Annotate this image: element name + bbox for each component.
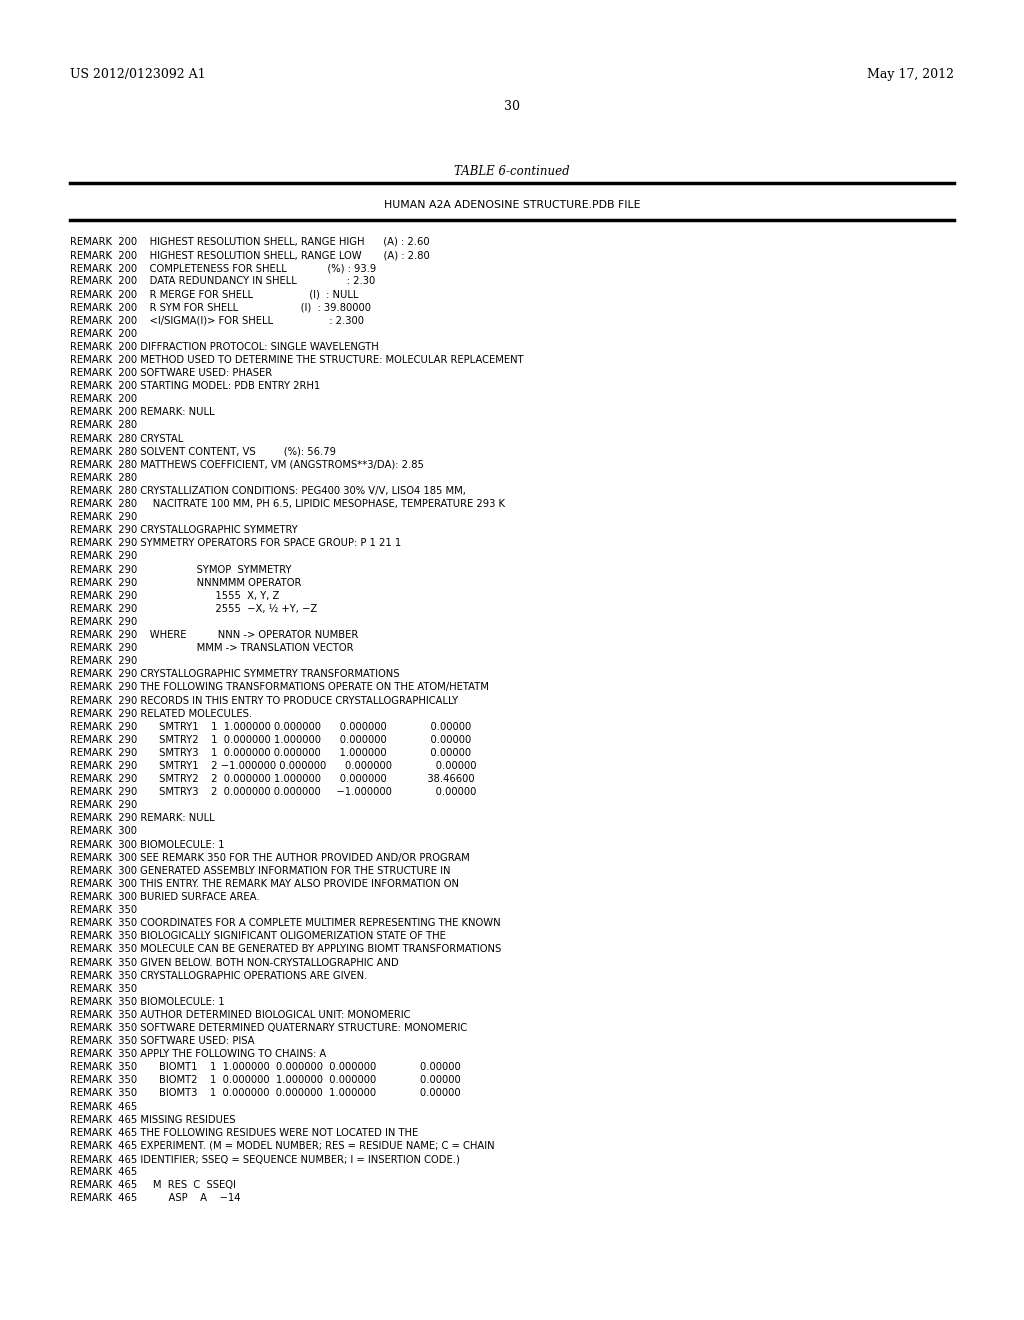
Text: REMARK  350 BIOLOGICALLY SIGNIFICANT OLIGOMERIZATION STATE OF THE: REMARK 350 BIOLOGICALLY SIGNIFICANT OLIG… (70, 932, 445, 941)
Text: REMARK  290                   NNNMMM OPERATOR: REMARK 290 NNNMMM OPERATOR (70, 578, 301, 587)
Text: TABLE 6-continued: TABLE 6-continued (455, 165, 569, 178)
Text: REMARK  280 CRYSTAL: REMARK 280 CRYSTAL (70, 433, 183, 444)
Text: REMARK  350 APPLY THE FOLLOWING TO CHAINS: A: REMARK 350 APPLY THE FOLLOWING TO CHAINS… (70, 1049, 326, 1059)
Text: REMARK  290       SMTRY1    2 −1.000000 0.000000      0.000000              0.00: REMARK 290 SMTRY1 2 −1.000000 0.000000 0… (70, 762, 476, 771)
Text: REMARK  200    DATA REDUNDANCY IN SHELL                : 2.30: REMARK 200 DATA REDUNDANCY IN SHELL : 2.… (70, 276, 375, 286)
Text: REMARK  290 RELATED MOLECULES.: REMARK 290 RELATED MOLECULES. (70, 709, 252, 718)
Text: REMARK  465: REMARK 465 (70, 1167, 137, 1177)
Text: REMARK  300 THIS ENTRY. THE REMARK MAY ALSO PROVIDE INFORMATION ON: REMARK 300 THIS ENTRY. THE REMARK MAY AL… (70, 879, 459, 888)
Text: REMARK  290       SMTRY3    2  0.000000 0.000000     −1.000000              0.00: REMARK 290 SMTRY3 2 0.000000 0.000000 −1… (70, 787, 476, 797)
Text: REMARK  465 MISSING RESIDUES: REMARK 465 MISSING RESIDUES (70, 1114, 236, 1125)
Text: REMARK  290       SMTRY2    1  0.000000 1.000000      0.000000              0.00: REMARK 290 SMTRY2 1 0.000000 1.000000 0.… (70, 735, 471, 744)
Text: REMARK  290 RECORDS IN THIS ENTRY TO PRODUCE CRYSTALLOGRAPHICALLY: REMARK 290 RECORDS IN THIS ENTRY TO PROD… (70, 696, 458, 705)
Text: REMARK  290 REMARK: NULL: REMARK 290 REMARK: NULL (70, 813, 214, 824)
Text: REMARK  350 BIOMOLECULE: 1: REMARK 350 BIOMOLECULE: 1 (70, 997, 224, 1007)
Text: REMARK  280 MATTHEWS COEFFICIENT, VM (ANGSTROMS**3/DA): 2.85: REMARK 280 MATTHEWS COEFFICIENT, VM (ANG… (70, 459, 424, 470)
Text: REMARK  350 AUTHOR DETERMINED BIOLOGICAL UNIT: MONOMERIC: REMARK 350 AUTHOR DETERMINED BIOLOGICAL … (70, 1010, 411, 1020)
Text: REMARK  300: REMARK 300 (70, 826, 136, 837)
Text: REMARK  290                         1555  X, Y, Z: REMARK 290 1555 X, Y, Z (70, 591, 279, 601)
Text: 30: 30 (504, 100, 520, 114)
Text: REMARK  280     NACITRATE 100 MM, PH 6.5, LIPIDIC MESOPHASE, TEMPERATURE 293 K: REMARK 280 NACITRATE 100 MM, PH 6.5, LIP… (70, 499, 505, 510)
Text: REMARK  290 SYMMETRY OPERATORS FOR SPACE GROUP: P 1 21 1: REMARK 290 SYMMETRY OPERATORS FOR SPACE … (70, 539, 400, 548)
Text: REMARK  200 STARTING MODEL: PDB ENTRY 2RH1: REMARK 200 STARTING MODEL: PDB ENTRY 2RH… (70, 381, 319, 391)
Text: REMARK  350       BIOMT1    1  1.000000  0.000000  0.000000              0.00000: REMARK 350 BIOMT1 1 1.000000 0.000000 0.… (70, 1063, 461, 1072)
Text: REMARK  300 BURIED SURFACE AREA.: REMARK 300 BURIED SURFACE AREA. (70, 892, 259, 902)
Text: REMARK  465 THE FOLLOWING RESIDUES WERE NOT LOCATED IN THE: REMARK 465 THE FOLLOWING RESIDUES WERE N… (70, 1127, 418, 1138)
Text: REMARK  290: REMARK 290 (70, 800, 137, 810)
Text: REMARK  290 THE FOLLOWING TRANSFORMATIONS OPERATE ON THE ATOM/HETATM: REMARK 290 THE FOLLOWING TRANSFORMATIONS… (70, 682, 488, 693)
Text: REMARK  300 GENERATED ASSEMBLY INFORMATION FOR THE STRUCTURE IN: REMARK 300 GENERATED ASSEMBLY INFORMATIO… (70, 866, 451, 875)
Text: May 17, 2012: May 17, 2012 (867, 69, 954, 81)
Text: REMARK  350       BIOMT2    1  0.000000  1.000000  0.000000              0.00000: REMARK 350 BIOMT2 1 0.000000 1.000000 0.… (70, 1076, 461, 1085)
Text: REMARK  465 EXPERIMENT. (M = MODEL NUMBER; RES = RESIDUE NAME; C = CHAIN: REMARK 465 EXPERIMENT. (M = MODEL NUMBER… (70, 1140, 495, 1151)
Text: REMARK  465: REMARK 465 (70, 1102, 137, 1111)
Text: REMARK  290: REMARK 290 (70, 512, 137, 523)
Text: REMARK  290    WHERE          NNN -> OPERATOR NUMBER: REMARK 290 WHERE NNN -> OPERATOR NUMBER (70, 630, 357, 640)
Text: US 2012/0123092 A1: US 2012/0123092 A1 (70, 69, 205, 81)
Text: REMARK  280: REMARK 280 (70, 420, 137, 430)
Text: REMARK  280 CRYSTALLIZATION CONDITIONS: PEG400 30% V/V, LISO4 185 MM,: REMARK 280 CRYSTALLIZATION CONDITIONS: P… (70, 486, 466, 496)
Text: REMARK  290 CRYSTALLOGRAPHIC SYMMETRY: REMARK 290 CRYSTALLOGRAPHIC SYMMETRY (70, 525, 297, 535)
Text: REMARK  200    <I/SIGMA(I)> FOR SHELL                  : 2.300: REMARK 200 <I/SIGMA(I)> FOR SHELL : 2.30… (70, 315, 364, 326)
Text: REMARK  350 COORDINATES FOR A COMPLETE MULTIMER REPRESENTING THE KNOWN: REMARK 350 COORDINATES FOR A COMPLETE MU… (70, 919, 501, 928)
Text: REMARK  200    COMPLETENESS FOR SHELL             (%) : 93.9: REMARK 200 COMPLETENESS FOR SHELL (%) : … (70, 263, 376, 273)
Text: REMARK  280 SOLVENT CONTENT, VS         (%): 56.79: REMARK 280 SOLVENT CONTENT, VS (%): 56.7… (70, 446, 336, 457)
Text: REMARK  200 REMARK: NULL: REMARK 200 REMARK: NULL (70, 408, 214, 417)
Text: REMARK  200: REMARK 200 (70, 329, 137, 339)
Text: REMARK  350 SOFTWARE DETERMINED QUATERNARY STRUCTURE: MONOMERIC: REMARK 350 SOFTWARE DETERMINED QUATERNAR… (70, 1023, 467, 1034)
Text: REMARK  350: REMARK 350 (70, 906, 137, 915)
Text: REMARK  350 CRYSTALLOGRAPHIC OPERATIONS ARE GIVEN.: REMARK 350 CRYSTALLOGRAPHIC OPERATIONS A… (70, 970, 367, 981)
Text: REMARK  465 IDENTIFIER; SSEQ = SEQUENCE NUMBER; I = INSERTION CODE.): REMARK 465 IDENTIFIER; SSEQ = SEQUENCE N… (70, 1154, 460, 1164)
Text: REMARK  290: REMARK 290 (70, 656, 137, 667)
Text: REMARK  200    HIGHEST RESOLUTION SHELL, RANGE HIGH      (A) : 2.60: REMARK 200 HIGHEST RESOLUTION SHELL, RAN… (70, 238, 429, 247)
Text: REMARK  290       SMTRY1    1  1.000000 0.000000      0.000000              0.00: REMARK 290 SMTRY1 1 1.000000 0.000000 0.… (70, 722, 471, 731)
Text: REMARK  290                         2555  −X, ½ +Y, −Z: REMARK 290 2555 −X, ½ +Y, −Z (70, 603, 316, 614)
Text: REMARK  200: REMARK 200 (70, 395, 137, 404)
Text: REMARK  290                   MMM -> TRANSLATION VECTOR: REMARK 290 MMM -> TRANSLATION VECTOR (70, 643, 353, 653)
Text: REMARK  200 METHOD USED TO DETERMINE THE STRUCTURE: MOLECULAR REPLACEMENT: REMARK 200 METHOD USED TO DETERMINE THE … (70, 355, 523, 364)
Text: REMARK  200    HIGHEST RESOLUTION SHELL, RANGE LOW       (A) : 2.80: REMARK 200 HIGHEST RESOLUTION SHELL, RAN… (70, 249, 429, 260)
Text: REMARK  290: REMARK 290 (70, 616, 137, 627)
Text: REMARK  350 MOLECULE CAN BE GENERATED BY APPLYING BIOMT TRANSFORMATIONS: REMARK 350 MOLECULE CAN BE GENERATED BY … (70, 944, 501, 954)
Text: REMARK  280: REMARK 280 (70, 473, 137, 483)
Text: REMARK  290       SMTRY3    1  0.000000 0.000000      1.000000              0.00: REMARK 290 SMTRY3 1 0.000000 0.000000 1.… (70, 748, 471, 758)
Text: REMARK  200    R MERGE FOR SHELL                  (I)  : NULL: REMARK 200 R MERGE FOR SHELL (I) : NULL (70, 289, 358, 300)
Text: REMARK  350 GIVEN BELOW. BOTH NON-CRYSTALLOGRAPHIC AND: REMARK 350 GIVEN BELOW. BOTH NON-CRYSTAL… (70, 957, 398, 968)
Text: REMARK  290       SMTRY2    2  0.000000 1.000000      0.000000             38.46: REMARK 290 SMTRY2 2 0.000000 1.000000 0.… (70, 774, 474, 784)
Text: REMARK  350       BIOMT3    1  0.000000  0.000000  1.000000              0.00000: REMARK 350 BIOMT3 1 0.000000 0.000000 1.… (70, 1089, 460, 1098)
Text: REMARK  350 SOFTWARE USED: PISA: REMARK 350 SOFTWARE USED: PISA (70, 1036, 254, 1045)
Text: HUMAN A2A ADENOSINE STRUCTURE.PDB FILE: HUMAN A2A ADENOSINE STRUCTURE.PDB FILE (384, 201, 640, 210)
Text: REMARK  200 DIFFRACTION PROTOCOL: SINGLE WAVELENGTH: REMARK 200 DIFFRACTION PROTOCOL: SINGLE … (70, 342, 379, 352)
Text: REMARK  290: REMARK 290 (70, 552, 137, 561)
Text: REMARK  465     M  RES  C  SSEQI: REMARK 465 M RES C SSEQI (70, 1180, 236, 1191)
Text: REMARK  200    R SYM FOR SHELL                    (I)  : 39.80000: REMARK 200 R SYM FOR SHELL (I) : 39.8000… (70, 302, 371, 313)
Text: REMARK  200 SOFTWARE USED: PHASER: REMARK 200 SOFTWARE USED: PHASER (70, 368, 271, 378)
Text: REMARK  300 SEE REMARK 350 FOR THE AUTHOR PROVIDED AND/OR PROGRAM: REMARK 300 SEE REMARK 350 FOR THE AUTHOR… (70, 853, 469, 863)
Text: REMARK  350: REMARK 350 (70, 983, 137, 994)
Text: REMARK  290                   SYMOP  SYMMETRY: REMARK 290 SYMOP SYMMETRY (70, 565, 291, 574)
Text: REMARK  465          ASP    A    −14: REMARK 465 ASP A −14 (70, 1193, 241, 1204)
Text: REMARK  290 CRYSTALLOGRAPHIC SYMMETRY TRANSFORMATIONS: REMARK 290 CRYSTALLOGRAPHIC SYMMETRY TRA… (70, 669, 399, 680)
Text: REMARK  300 BIOMOLECULE: 1: REMARK 300 BIOMOLECULE: 1 (70, 840, 224, 850)
